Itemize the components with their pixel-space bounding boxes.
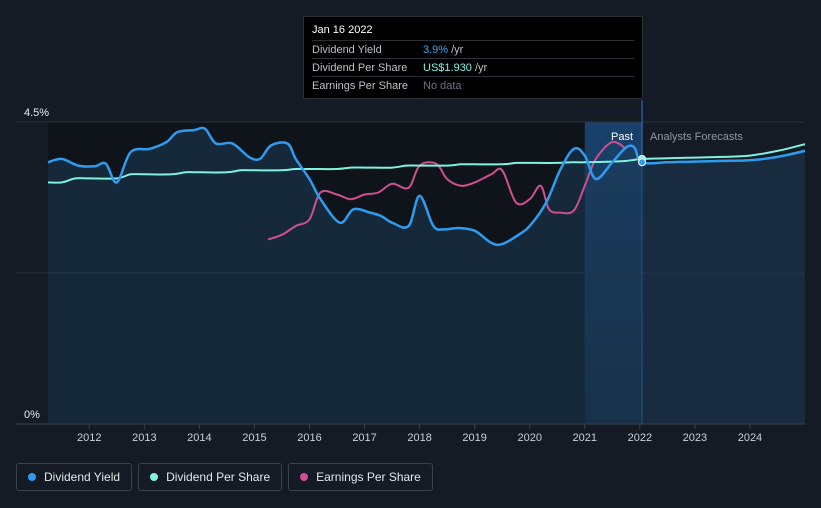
tooltip-value: 3.9% (423, 43, 449, 56)
chart-legend: Dividend Yield Dividend Per Share Earnin… (16, 463, 433, 491)
tooltip-row-earnings-per-share: Earnings Per Share No data (312, 76, 634, 94)
legend-item-earnings-per-share[interactable]: Earnings Per Share (288, 463, 433, 491)
legend-item-dividend-yield[interactable]: Dividend Yield (16, 463, 133, 491)
tooltip-label: Dividend Yield (312, 43, 382, 56)
tooltip-date: Jan 16 2022 (312, 24, 373, 36)
x-tick-label: 2016 (297, 432, 321, 444)
legend-dot-icon (300, 473, 309, 481)
x-tick-label: 2013 (132, 432, 156, 444)
dividend-yield-line (47, 126, 806, 247)
x-tick-label: 2022 (628, 432, 652, 444)
tooltip-label: Dividend Per Share (312, 61, 408, 74)
dividend-per-share-line (47, 143, 806, 184)
x-axis: 2012 2013 2014 2015 2016 2017 2018 2019 2020 2021… (77, 424, 762, 444)
legend-label: Dividend Per Share (166, 470, 271, 484)
x-tick-label: 2023 (683, 432, 707, 444)
past-label: Past (611, 131, 633, 143)
dividend-yield-marker (638, 158, 647, 167)
legend-dot-icon (150, 473, 159, 481)
legend-label: Earnings Per Share (316, 470, 421, 484)
tooltip-row-dividend-yield: Dividend Yield 3.9% /yr (312, 40, 634, 58)
tooltip-value: US$1.930 (423, 61, 472, 74)
tooltip-row-dividend-per-share: Dividend Per Share US$1.930 /yr (312, 58, 634, 76)
y-axis: 4.5% 0% (24, 107, 49, 421)
tooltip-unit: /yr (451, 43, 464, 56)
x-tick-label: 2017 (352, 432, 376, 444)
legend-dot-icon (28, 473, 36, 481)
x-tick-label: 2018 (407, 432, 431, 444)
marker-layer (638, 154, 647, 167)
tooltip-value: No data (423, 79, 462, 92)
legend-item-dividend-per-share[interactable]: Dividend Per Share (138, 463, 283, 491)
region-labels: Past Analysts Forecasts (611, 131, 743, 143)
x-tick-label: 2019 (462, 432, 486, 444)
x-tick-label: 2021 (573, 432, 597, 444)
x-tick-label: 2024 (738, 432, 762, 444)
legend-label: Dividend Yield (44, 470, 121, 484)
earnings-per-share-line (267, 140, 627, 241)
y-tick-label: 0% (24, 409, 40, 421)
x-tick-label: 2015 (242, 432, 266, 444)
x-tick-label: 2014 (187, 432, 211, 444)
tooltip-label: Earnings Per Share (312, 79, 408, 92)
series-layer (47, 126, 806, 424)
dividend-yield-area (48, 127, 805, 424)
tooltip-unit: /yr (474, 61, 488, 74)
y-tick-label: 4.5% (24, 107, 49, 119)
x-tick-label: 2012 (77, 432, 101, 444)
analysts-forecasts-label: Analysts Forecasts (650, 131, 743, 143)
hover-tooltip: Jan 16 2022 Dividend Yield 3.9% /yr Divi… (303, 16, 643, 99)
x-tick-label: 2020 (517, 432, 541, 444)
